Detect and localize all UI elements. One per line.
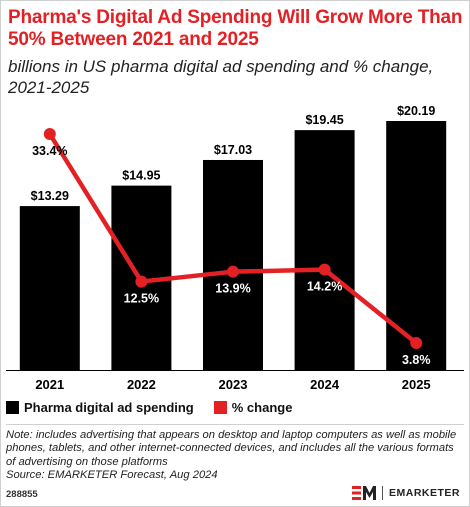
legend-label-change: % change xyxy=(231,399,293,415)
legend-item-change: % change xyxy=(213,399,293,415)
change-point-2023 xyxy=(227,265,239,278)
bar-2023 xyxy=(203,159,263,370)
x-tick-label-2022: 2022 xyxy=(127,377,156,392)
change-label-2024: 14.2% xyxy=(307,280,342,294)
brand-separator xyxy=(381,486,383,500)
divider xyxy=(6,424,464,425)
line-layer xyxy=(43,128,423,349)
labels-layer: $13.29 $14.95 $17.03 $19.45 $20.19 33.4% 12.5%… xyxy=(31,104,436,367)
chart-subtitle: billions in US pharma digital ad spendin… xyxy=(8,57,434,97)
x-tick-label-2025: 2025 xyxy=(402,377,431,392)
change-label-2021: 33.4% xyxy=(32,144,67,158)
legend-swatch-change xyxy=(213,400,227,414)
bar-value-label-2024: $19.45 xyxy=(305,113,343,127)
legend: Pharma digital ad spending % change xyxy=(6,398,312,416)
change-point-2021 xyxy=(43,128,56,140)
change-point-2022 xyxy=(135,275,148,288)
source-text: Source: EMARKETER Forecast, Aug 2024 xyxy=(6,469,218,482)
change-label-2025: 3.8% xyxy=(402,353,431,367)
change-label-2023: 13.9% xyxy=(215,282,250,296)
bar-2025 xyxy=(386,121,447,370)
bar-value-label-2022: $14.95 xyxy=(122,169,160,183)
change-point-2024 xyxy=(318,263,331,276)
note-block: Note: includes advertising that appears … xyxy=(6,429,464,483)
chart-title: Pharma's Digital Ad Spending Will Grow M… xyxy=(8,7,463,50)
x-tick-label-2021: 2021 xyxy=(35,377,64,392)
legend-swatch-spending xyxy=(6,400,19,414)
note-text: Note: includes advertising that appears … xyxy=(6,429,457,468)
change-label-2022: 12.5% xyxy=(124,292,159,306)
combo-chart: $13.29 $14.95 $17.03 $19.45 $20.19 33.4% 12.5%… xyxy=(6,104,464,392)
x-tick-label-2024: 2024 xyxy=(310,377,340,392)
em-logo-icon xyxy=(351,486,376,500)
brand: EMARKETER xyxy=(351,485,460,501)
bar-value-label-2023: $17.03 xyxy=(214,143,252,157)
chart-id: 288855 xyxy=(6,489,38,500)
bar-2024 xyxy=(294,130,355,370)
legend-item-spending: Pharma digital ad spending xyxy=(6,400,194,415)
x-tick-label-2023: 2023 xyxy=(219,377,248,392)
bar-value-label-2021: $13.29 xyxy=(31,189,69,203)
x-axis: 2021 2022 2023 2024 2025 xyxy=(6,370,464,392)
legend-label-spending: Pharma digital ad spending xyxy=(24,399,194,415)
brand-name: EMARKETER xyxy=(388,487,460,499)
bars-layer xyxy=(19,121,447,370)
bar-value-label-2025: $20.19 xyxy=(397,104,435,118)
bar-2021 xyxy=(19,206,80,370)
change-point-2025 xyxy=(410,337,423,349)
